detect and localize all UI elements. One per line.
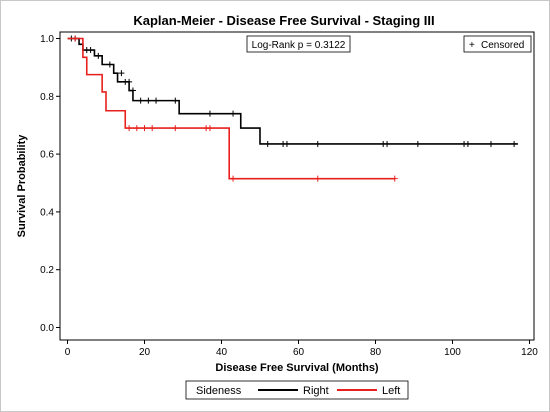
censored-legend-box — [463, 35, 532, 53]
y-axis-label: Survival Probability — [16, 134, 28, 238]
x-tick-label: 80 — [370, 347, 382, 358]
series-layer — [67, 35, 518, 182]
censored-symbol: + — [469, 40, 475, 51]
y-tick-label: 0.4 — [40, 207, 54, 218]
y-tick-label: 0.2 — [40, 265, 54, 276]
censored-mark-right — [206, 110, 213, 117]
censored-mark-right — [106, 61, 113, 68]
y-tick-label: 1.0 — [40, 34, 54, 45]
censored-mark-right — [153, 97, 160, 104]
x-tick-label: 60 — [293, 347, 305, 358]
censored-mark-right — [95, 52, 102, 59]
censored-mark-right — [230, 110, 237, 117]
plot-area — [59, 31, 535, 341]
censored-mark-right — [264, 140, 271, 147]
x-axis: 0 20 40 60 80 100 120 — [65, 340, 538, 358]
x-axis-label: Disease Free Survival (Months) — [215, 362, 379, 374]
censored-mark-right — [488, 140, 494, 147]
censored-mark-right — [314, 140, 321, 147]
chart-title: Kaplan-Meier - Disease Free Survival - S… — [133, 13, 434, 28]
censored-mark-right — [126, 78, 133, 85]
censored-legend-label: Censored — [481, 40, 524, 51]
censored-mark-right — [384, 140, 391, 147]
legend-label-left: Left — [382, 385, 400, 397]
censored-mark-right — [87, 47, 94, 54]
legend-label-right: Right — [303, 385, 329, 397]
censored-mark-right — [511, 140, 518, 147]
censored-mark-left — [126, 125, 133, 132]
censored-mark-right — [172, 97, 179, 104]
censored-mark-left — [206, 125, 213, 132]
censored-mark-right — [414, 140, 421, 147]
censored-mark-left — [230, 175, 237, 182]
censored-mark-left — [72, 35, 79, 42]
logrank-annotation: Log-Rank p = 0.3122 — [252, 40, 346, 51]
censored-mark-left — [133, 125, 140, 132]
censored-mark-left — [391, 175, 398, 182]
censored-mark-right — [129, 87, 136, 94]
censored-mark-right — [118, 70, 125, 77]
censored-mark-right — [283, 140, 290, 147]
censored-mark-right — [137, 97, 144, 104]
censored-mark-left — [314, 175, 321, 182]
x-tick-label: 100 — [444, 347, 461, 358]
censored-mark-right — [464, 140, 471, 147]
x-tick-label: 20 — [139, 347, 151, 358]
y-tick-label: 0.0 — [40, 323, 54, 334]
censored-mark-left — [141, 125, 148, 132]
y-tick-label: 0.8 — [40, 92, 54, 103]
logrank-box — [246, 35, 351, 53]
y-axis: 0.0 0.2 0.4 0.6 0.8 1.0 — [40, 34, 60, 334]
legend-title: Sideness — [196, 385, 242, 397]
censored-mark-left — [172, 125, 179, 132]
x-tick-label: 120 — [521, 347, 538, 358]
y-tick-label: 0.6 — [40, 150, 54, 161]
x-tick-label: 40 — [216, 347, 228, 358]
x-tick-label: 0 — [65, 347, 71, 358]
censored-mark-left — [149, 125, 156, 132]
censored-mark-right — [145, 97, 152, 104]
series-line-left — [67, 37, 395, 180]
